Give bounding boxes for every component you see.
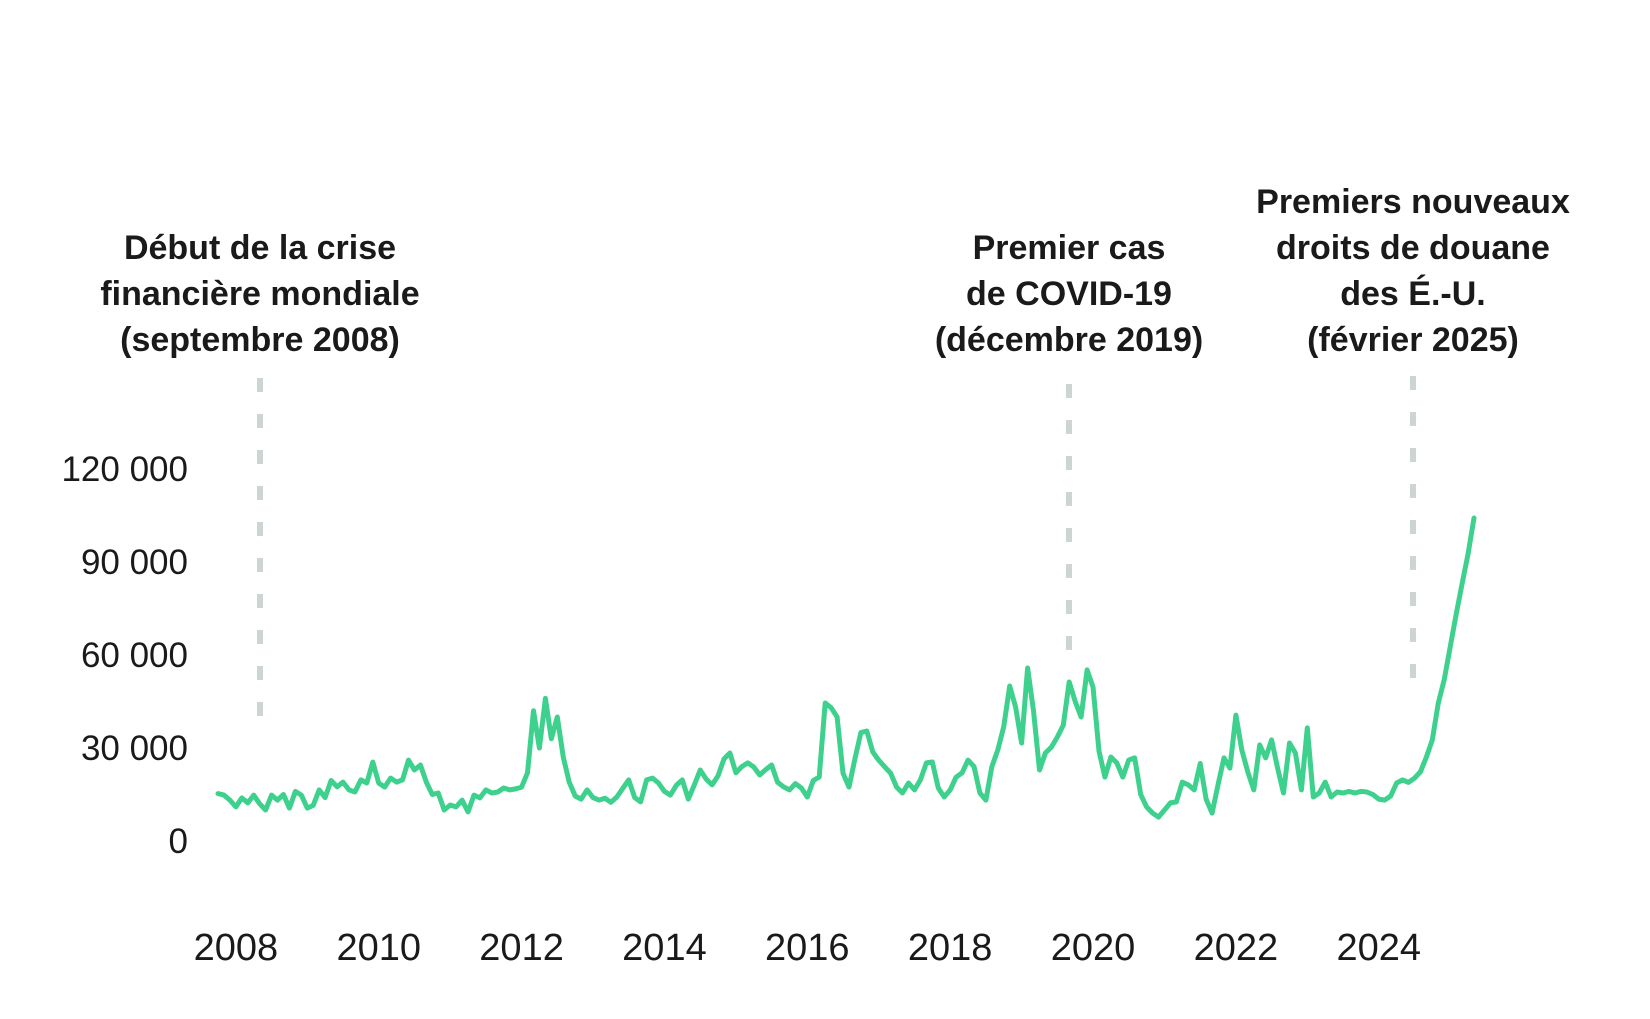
- x-axis-tick-label: 2012: [479, 927, 564, 969]
- annotation-text-line: Premiers nouveaux: [1256, 183, 1570, 221]
- annotation-text-line: Premier cas: [972, 229, 1166, 267]
- x-axis-tick-label: 2022: [1194, 927, 1279, 969]
- annotation-text-line: des É.-U.: [1340, 275, 1486, 313]
- x-axis-tick-label: 2014: [622, 927, 707, 969]
- x-axis-tick-label: 2008: [194, 927, 279, 969]
- data-line: [215, 515, 1477, 820]
- annotation-text-line: Début de la crise: [123, 229, 397, 267]
- annotation-text-line: (décembre 2019): [934, 321, 1204, 359]
- annotation-covid: Premier cas de COVID-19 (décembre 2019): [935, 225, 1203, 363]
- y-axis-tick-label: 120 000: [61, 450, 188, 489]
- annotation-text-line: (février 2025): [1307, 321, 1519, 359]
- x-axis-tick-label: 2016: [765, 927, 850, 969]
- y-axis-tick-label: 60 000: [81, 636, 188, 675]
- annotation-us-tariffs: Premiers nouveaux droits de douane des É…: [1256, 179, 1570, 363]
- y-axis-tick-label: 0: [169, 822, 188, 861]
- annotation-text-line: (septembre 2008): [120, 321, 400, 359]
- x-axis-tick-label: 2024: [1336, 927, 1421, 969]
- annotation-text-line: financière mondiale: [100, 275, 420, 313]
- annotation-text-line: droits de douane: [1276, 229, 1550, 267]
- x-axis-tick-label: 2018: [908, 927, 993, 969]
- annotation-financial-crisis: Début de la crise financière mondiale (s…: [100, 225, 419, 363]
- y-axis-tick-label: 30 000: [81, 729, 188, 768]
- annotation-text-line: de COVID-19: [966, 275, 1172, 313]
- x-axis-tick-label: 2010: [336, 927, 421, 969]
- x-axis-tick-label: 2020: [1051, 927, 1136, 969]
- y-axis-tick-label: 90 000: [81, 543, 188, 582]
